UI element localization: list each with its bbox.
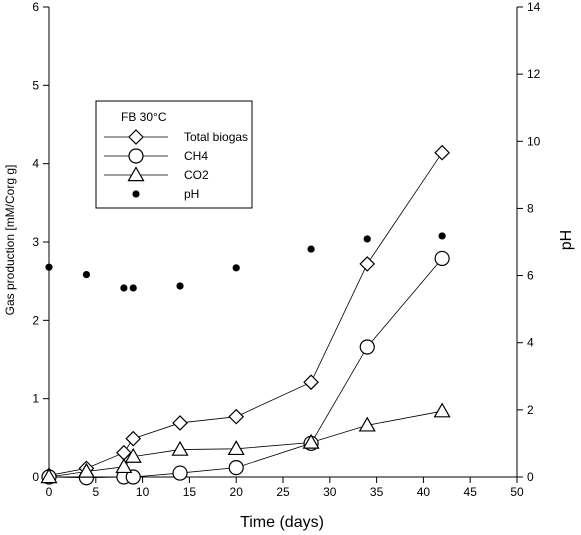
x-axis-label: Time (days) (240, 514, 324, 531)
x-tick-label: 45 (464, 485, 478, 499)
data-point-ph (232, 264, 240, 272)
y-axis-label: Gas production [mM/Corg g] (3, 165, 17, 316)
series-line-co2 (48, 410, 443, 478)
data-point-ch4 (359, 339, 375, 355)
y-tick-label: 0 (32, 470, 39, 484)
data-point-total-biogas (125, 430, 142, 447)
y2-tick-label: 6 (527, 269, 534, 283)
data-point-ph (82, 270, 91, 279)
y-tick-label: 1 (32, 392, 39, 406)
series-marks (40, 144, 451, 486)
legend-label: CO2 (184, 168, 209, 182)
data-point-ch4 (434, 250, 450, 267)
x-tick-label: 30 (323, 485, 337, 499)
y2-axis-label: pH (558, 230, 575, 250)
data-point-ph (45, 263, 53, 271)
y2-tick-label: 12 (527, 67, 541, 81)
data-point-ph (307, 245, 315, 253)
data-point-total-biogas (359, 256, 376, 272)
x-tick-label: 5 (92, 485, 99, 499)
legend-label: Total biogas (184, 130, 248, 144)
legend: FB 30°C Total biogas CH4 CO2 pH (95, 100, 253, 209)
legend-label: pH (184, 187, 199, 201)
y-tick-label: 2 (32, 313, 39, 327)
legend-marker (128, 148, 144, 164)
x-tick-label: 20 (230, 485, 244, 499)
data-point-co2 (433, 402, 451, 418)
data-point-ph (120, 284, 128, 292)
y2-tick-label: 4 (527, 336, 534, 350)
y2-tick-label: 8 (527, 201, 534, 215)
y-tick-label: 5 (32, 78, 39, 92)
y2-tick-label: 2 (527, 403, 534, 417)
data-point-total-biogas (228, 408, 245, 425)
data-point-co2 (302, 433, 320, 449)
x-tick-label: 50 (510, 485, 524, 499)
data-point-ch4 (228, 460, 244, 476)
data-point-co2 (227, 440, 245, 456)
legend-title: FB 30°C (121, 110, 167, 124)
data-point-co2 (115, 458, 133, 474)
legend-marker (127, 166, 145, 182)
x-tick-label: 10 (136, 485, 150, 499)
data-point-total-biogas (434, 144, 450, 161)
legend-entries: Total biogas CH4 CO2 pH (104, 129, 248, 201)
data-point-ph (438, 232, 446, 240)
series-line-ch4 (48, 258, 443, 479)
y2-tick-label: 10 (527, 134, 541, 148)
y2-tick-label: 0 (527, 470, 534, 484)
data-point-ch4 (172, 465, 188, 481)
legend-marker (132, 190, 140, 198)
data-point-co2 (40, 468, 58, 484)
data-point-ph (363, 235, 371, 243)
data-point-total-biogas (172, 415, 188, 431)
x-tick-label: 35 (370, 485, 384, 499)
x-tick-label: 15 (183, 485, 197, 499)
legend-marker (128, 129, 144, 145)
y-tick-label: 4 (32, 157, 39, 171)
x-tick-label: 25 (276, 485, 290, 499)
data-point-ph (176, 282, 184, 290)
x-tick-label: 0 (46, 485, 53, 499)
legend-box (95, 100, 253, 209)
data-point-ph (129, 284, 137, 292)
data-point-co2 (77, 462, 95, 478)
data-point-ch4 (125, 469, 141, 485)
data-point-total-biogas (303, 374, 319, 391)
x-tick-label: 40 (417, 485, 431, 499)
y2-tick-label: 14 (527, 0, 541, 14)
data-point-co2 (358, 416, 376, 432)
data-point-co2 (171, 440, 189, 456)
y-tick-label: 3 (32, 235, 39, 249)
legend-label: CH4 (184, 149, 208, 163)
data-point-co2 (124, 447, 142, 463)
y-tick-label: 6 (32, 0, 39, 14)
